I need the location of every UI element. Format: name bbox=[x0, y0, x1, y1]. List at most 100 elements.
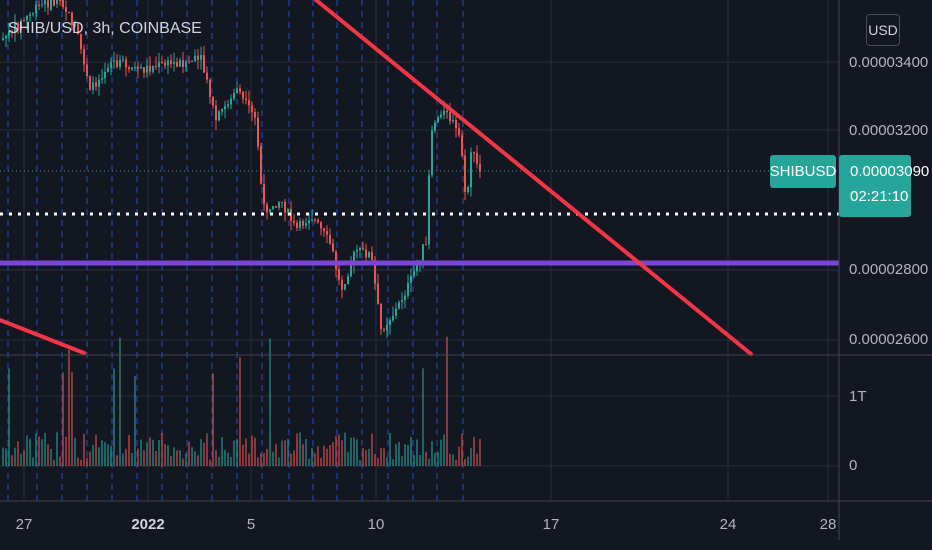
volume-bar bbox=[197, 455, 199, 466]
volume-bar bbox=[104, 442, 106, 466]
candle-body bbox=[185, 61, 187, 68]
volume-bar bbox=[404, 444, 406, 466]
candle-body bbox=[239, 88, 241, 92]
candle-body bbox=[452, 120, 454, 122]
candle-body bbox=[206, 72, 208, 80]
candle-body bbox=[431, 130, 433, 176]
volume-bar bbox=[35, 433, 37, 466]
volume-bar bbox=[479, 438, 481, 466]
candle-body bbox=[23, 20, 25, 22]
volume-bar bbox=[431, 441, 433, 466]
candle-body bbox=[5, 35, 7, 39]
candle-body bbox=[44, 0, 46, 5]
candle-body bbox=[374, 260, 376, 284]
candle-body bbox=[320, 222, 322, 229]
candle-body bbox=[287, 209, 289, 213]
candle-body bbox=[86, 64, 88, 77]
candle-body bbox=[407, 282, 409, 296]
candle-body bbox=[140, 67, 142, 69]
volume-bar bbox=[107, 444, 109, 466]
candle-body bbox=[8, 30, 10, 36]
volume-bar bbox=[59, 456, 61, 466]
volume-bar bbox=[449, 453, 451, 466]
candle-body bbox=[128, 67, 130, 70]
symbol-label[interactable]: SHIB/USD, 3h, COINBASE bbox=[8, 20, 202, 37]
volume-bar bbox=[248, 453, 250, 466]
candle-body bbox=[293, 220, 295, 223]
volume-bar bbox=[176, 450, 178, 466]
volume-bar bbox=[251, 435, 253, 466]
candle-body bbox=[413, 271, 415, 276]
price-axis-label: 0.00003400 bbox=[849, 54, 929, 71]
volume-axis-label: 1T bbox=[849, 388, 867, 405]
volume-bar bbox=[395, 444, 397, 466]
volume-bar bbox=[275, 444, 277, 466]
candle-body bbox=[269, 209, 271, 213]
volume-bar bbox=[329, 445, 331, 466]
volume-bar bbox=[380, 447, 382, 466]
volume-bar bbox=[365, 450, 367, 466]
candle-body bbox=[395, 308, 397, 316]
candle-body bbox=[251, 105, 253, 113]
candle-body bbox=[371, 252, 373, 261]
date-axis-label: 24 bbox=[719, 516, 737, 533]
volume-bar bbox=[371, 433, 373, 466]
candle-body bbox=[32, 13, 34, 15]
candle-body bbox=[446, 110, 448, 113]
currency-button[interactable]: USD bbox=[866, 14, 900, 46]
candle-body bbox=[422, 244, 424, 261]
candle-body bbox=[440, 114, 442, 118]
candle-body bbox=[461, 135, 463, 156]
volume-bar bbox=[434, 452, 436, 466]
volume-bar bbox=[227, 452, 229, 466]
candle-body bbox=[401, 300, 403, 302]
volume-bar bbox=[185, 453, 187, 466]
volume-axis-label: 0 bbox=[849, 457, 858, 474]
candle-body bbox=[362, 247, 364, 250]
volume-bar bbox=[215, 450, 217, 466]
candle-body bbox=[131, 67, 133, 70]
candle-body bbox=[173, 62, 175, 65]
volume-bar bbox=[152, 439, 154, 466]
descending-trendline bbox=[314, 0, 753, 356]
volume-bar bbox=[245, 438, 247, 466]
candle-body bbox=[314, 219, 316, 221]
volume-bar bbox=[347, 452, 349, 466]
volume-bar bbox=[335, 435, 337, 466]
candle-body bbox=[182, 60, 184, 68]
volume-bar bbox=[86, 457, 88, 466]
volume-bar bbox=[8, 368, 10, 466]
lower-trendline bbox=[0, 318, 86, 355]
volume-bar bbox=[269, 338, 271, 466]
candle-body bbox=[338, 269, 340, 280]
candle-body bbox=[143, 67, 145, 73]
volume-bar bbox=[212, 373, 214, 466]
candle-body bbox=[317, 219, 319, 223]
candle-body bbox=[107, 67, 109, 72]
candle-body bbox=[179, 60, 181, 67]
volume-bar bbox=[11, 455, 13, 466]
volume-bar bbox=[377, 458, 379, 466]
volume-bar bbox=[398, 442, 400, 466]
volume-bar bbox=[179, 450, 181, 466]
volume-bar bbox=[23, 450, 25, 466]
candle-body bbox=[47, 0, 49, 8]
candle-body bbox=[263, 183, 265, 205]
volume-bar bbox=[182, 458, 184, 466]
candle-body bbox=[233, 92, 235, 99]
volume-bar bbox=[68, 349, 70, 466]
volume-bar bbox=[113, 368, 115, 466]
candle-body bbox=[125, 59, 127, 68]
volume-bar bbox=[383, 448, 385, 466]
volume-bar bbox=[476, 453, 478, 466]
candle-body bbox=[392, 315, 394, 321]
candle-body bbox=[470, 152, 472, 188]
date-axis-label: 28 bbox=[819, 516, 837, 533]
volume-bar bbox=[299, 432, 301, 466]
candle-body bbox=[17, 23, 19, 30]
volume-bar bbox=[416, 439, 418, 466]
candle-body bbox=[236, 88, 238, 93]
candle-body bbox=[191, 61, 193, 63]
candle-body bbox=[356, 250, 358, 252]
